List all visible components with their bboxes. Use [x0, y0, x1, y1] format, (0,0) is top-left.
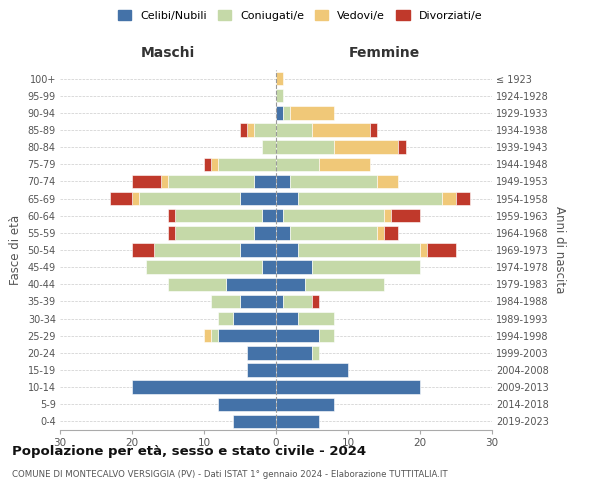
Bar	[276, 124, 312, 136]
Bar	[139, 192, 240, 205]
Bar	[319, 329, 334, 342]
Bar	[276, 278, 305, 291]
Bar	[240, 294, 276, 308]
Bar	[168, 278, 226, 291]
Bar	[240, 244, 276, 256]
Bar	[168, 174, 254, 188]
Bar	[110, 192, 132, 205]
Bar	[262, 140, 276, 154]
Bar	[276, 398, 334, 411]
Bar	[312, 124, 370, 136]
Bar	[168, 209, 175, 222]
Bar	[298, 312, 334, 326]
Bar	[420, 244, 427, 256]
Bar	[290, 174, 377, 188]
Bar	[218, 398, 276, 411]
Bar	[262, 209, 276, 222]
Bar	[146, 260, 262, 274]
Bar	[456, 192, 470, 205]
Bar	[276, 329, 319, 342]
Bar	[276, 72, 283, 86]
Bar	[218, 329, 276, 342]
Bar	[391, 209, 420, 222]
Bar	[218, 312, 233, 326]
Bar	[298, 192, 442, 205]
Bar	[132, 244, 154, 256]
Bar	[175, 209, 262, 222]
Bar	[377, 226, 384, 239]
Bar	[276, 380, 420, 394]
Bar	[168, 226, 175, 239]
Bar	[276, 364, 348, 376]
Bar	[442, 192, 456, 205]
Bar	[312, 294, 319, 308]
Bar	[233, 312, 276, 326]
Bar	[283, 209, 384, 222]
Bar	[204, 158, 211, 171]
Text: Popolazione per età, sesso e stato civile - 2024: Popolazione per età, sesso e stato civil…	[12, 445, 366, 458]
Bar	[377, 174, 398, 188]
Bar	[276, 158, 319, 171]
Y-axis label: Fasce di età: Fasce di età	[9, 215, 22, 285]
Bar	[240, 124, 247, 136]
Bar	[132, 174, 161, 188]
Text: COMUNE DI MONTECALVO VERSIGGIA (PV) - Dati ISTAT 1° gennaio 2024 - Elaborazione : COMUNE DI MONTECALVO VERSIGGIA (PV) - Da…	[12, 470, 448, 479]
Bar	[427, 244, 456, 256]
Bar	[298, 244, 420, 256]
Bar	[276, 209, 283, 222]
Legend: Celibi/Nubili, Coniugati/e, Vedovi/e, Divorziati/e: Celibi/Nubili, Coniugati/e, Vedovi/e, Di…	[113, 6, 487, 25]
Bar	[276, 260, 312, 274]
Bar	[132, 380, 276, 394]
Bar	[218, 158, 276, 171]
Bar	[290, 226, 377, 239]
Text: Femmine: Femmine	[349, 46, 419, 60]
Bar	[254, 124, 276, 136]
Bar	[247, 346, 276, 360]
Bar	[154, 244, 240, 256]
Bar	[276, 346, 312, 360]
Text: Maschi: Maschi	[141, 46, 195, 60]
Bar	[283, 106, 290, 120]
Bar	[384, 226, 398, 239]
Y-axis label: Anni di nascita: Anni di nascita	[553, 206, 566, 294]
Bar	[276, 192, 298, 205]
Bar	[247, 364, 276, 376]
Bar	[276, 89, 283, 102]
Bar	[247, 124, 254, 136]
Bar	[211, 294, 240, 308]
Bar	[204, 329, 211, 342]
Bar	[305, 278, 384, 291]
Bar	[290, 106, 334, 120]
Bar	[276, 106, 283, 120]
Bar	[334, 140, 398, 154]
Bar	[276, 294, 283, 308]
Bar	[161, 174, 168, 188]
Bar	[254, 226, 276, 239]
Bar	[132, 192, 139, 205]
Bar	[283, 294, 312, 308]
Bar	[240, 192, 276, 205]
Bar	[254, 174, 276, 188]
Bar	[276, 174, 290, 188]
Bar	[312, 346, 319, 360]
Bar	[398, 140, 406, 154]
Bar	[276, 414, 319, 428]
Bar	[276, 312, 298, 326]
Bar	[276, 244, 298, 256]
Bar	[370, 124, 377, 136]
Bar	[276, 226, 290, 239]
Bar	[211, 329, 218, 342]
Bar	[211, 158, 218, 171]
Bar	[226, 278, 276, 291]
Bar	[312, 260, 420, 274]
Bar	[319, 158, 370, 171]
Bar	[276, 140, 334, 154]
Bar	[175, 226, 254, 239]
Bar	[384, 209, 391, 222]
Bar	[233, 414, 276, 428]
Bar	[262, 260, 276, 274]
